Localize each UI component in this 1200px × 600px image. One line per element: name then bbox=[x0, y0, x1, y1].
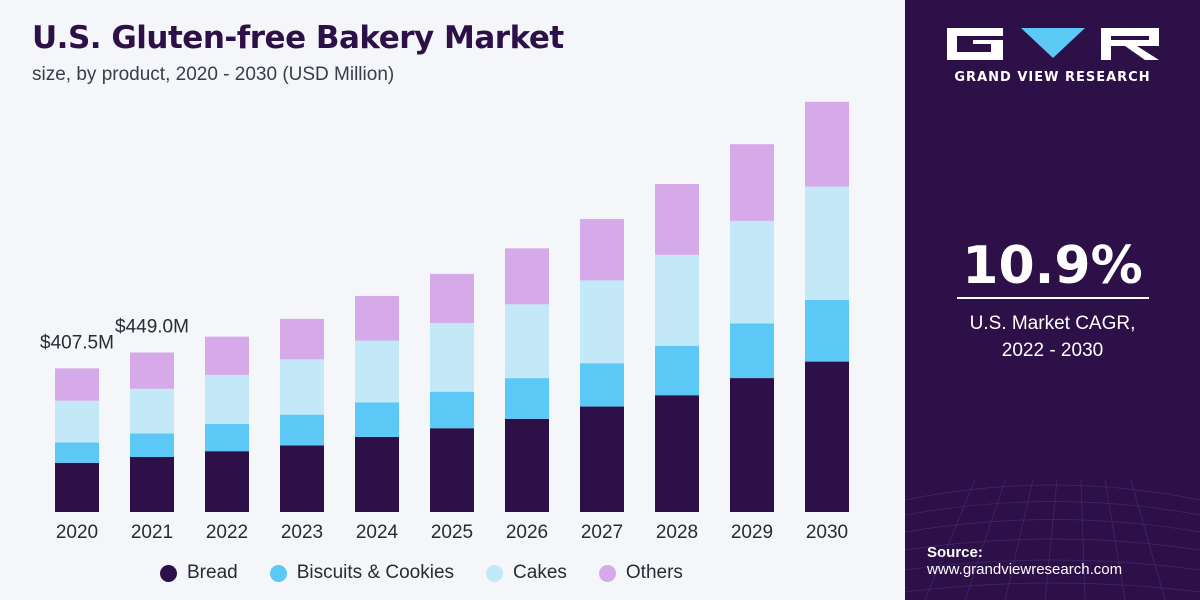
bar-segment-cakes-2030 bbox=[805, 186, 849, 300]
bar-segment-biscuits-cookies-2028 bbox=[655, 345, 699, 396]
source-note: Source: www.grandviewresearch.com bbox=[927, 544, 1122, 578]
bar-segment-cakes-2021 bbox=[130, 388, 174, 434]
cagr-value: 10.9% bbox=[962, 236, 1143, 296]
bar-segment-others-2029 bbox=[730, 144, 774, 221]
legend-swatch-cakes bbox=[486, 564, 504, 582]
bar-segment-biscuits-cookies-2025 bbox=[430, 391, 474, 429]
bar-segment-bread-2030 bbox=[805, 361, 849, 512]
cagr-divider bbox=[957, 297, 1149, 299]
bar-segment-bread-2025 bbox=[430, 428, 474, 512]
cagr-label: U.S. Market CAGR, 2022 - 2030 bbox=[905, 310, 1200, 364]
bar-segment-bread-2022 bbox=[205, 451, 249, 512]
bar-segment-others-2023 bbox=[280, 318, 324, 360]
bar-segment-bread-2023 bbox=[280, 445, 324, 512]
bar-segment-others-2027 bbox=[580, 218, 624, 281]
legend-item-bread: Bread bbox=[160, 562, 238, 584]
bar-segment-others-2021 bbox=[130, 352, 174, 389]
cagr-label-line1: U.S. Market CAGR, bbox=[969, 313, 1136, 334]
bar-segment-cakes-2023 bbox=[280, 359, 324, 415]
bar-segment-bread-2026 bbox=[505, 418, 549, 512]
legend-swatch-bread bbox=[160, 564, 177, 582]
data-label-2020: $407.5M bbox=[40, 332, 114, 353]
stacked-bar-chart: 2020 2021 2022 2023 2024 2025 2026 2027 2028 2029… bbox=[40, 101, 849, 543]
bar-segment-biscuits-cookies-2026 bbox=[505, 378, 549, 419]
bar-segment-cakes-2029 bbox=[730, 220, 774, 324]
x-tick-label-2029: 2029 bbox=[731, 522, 773, 543]
bar-segment-bread-2027 bbox=[580, 406, 624, 512]
x-tick-label-2020: 2020 bbox=[56, 522, 98, 543]
bar-segment-others-2028 bbox=[655, 183, 699, 255]
x-tick-label-2027: 2027 bbox=[581, 522, 623, 543]
bar-segment-biscuits-cookies-2020 bbox=[55, 442, 99, 463]
chart-subtitle: size, by product, 2020 - 2030 (USD Milli… bbox=[32, 64, 395, 85]
bar-segment-others-2025 bbox=[430, 273, 474, 324]
bar-segment-biscuits-cookies-2029 bbox=[730, 323, 774, 379]
legend-swatch-others bbox=[598, 564, 616, 582]
source-label: Source: bbox=[927, 544, 983, 561]
bar-segment-bread-2029 bbox=[730, 378, 774, 512]
legend-swatch-biscuits-cookies bbox=[269, 564, 287, 582]
wireframe-grid-background bbox=[905, 479, 1200, 600]
x-tick-label-2022: 2022 bbox=[206, 522, 248, 543]
bar-segment-bread-2021 bbox=[130, 457, 174, 512]
legend-item-cakes: Cakes bbox=[486, 562, 567, 584]
bar-segment-bread-2028 bbox=[655, 395, 699, 512]
bar-segment-biscuits-cookies-2021 bbox=[130, 433, 174, 458]
bar-segment-biscuits-cookies-2024 bbox=[355, 402, 399, 437]
chart-panel: U.S. Gluten-free Bakery Market size, by … bbox=[32, 20, 849, 584]
bar-segment-others-2020 bbox=[55, 368, 99, 401]
x-tick-label-2021: 2021 bbox=[131, 522, 173, 543]
bar-segment-bread-2020 bbox=[55, 462, 99, 512]
bar-segment-cakes-2024 bbox=[355, 340, 399, 403]
cagr-label-line2: 2022 - 2030 bbox=[1001, 340, 1104, 361]
bar-segment-others-2022 bbox=[205, 336, 249, 375]
legend-item-biscuits-cookies: Biscuits & Cookies bbox=[269, 562, 455, 584]
source-url[interactable]: www.grandviewresearch.com bbox=[927, 561, 1123, 578]
bar-segment-others-2026 bbox=[505, 248, 549, 305]
legend-label-biscuits-cookies: Biscuits & Cookies bbox=[296, 562, 455, 583]
chart-title: U.S. Gluten-free Bakery Market bbox=[32, 20, 564, 56]
bar-segment-cakes-2022 bbox=[205, 374, 249, 425]
bar-segment-biscuits-cookies-2030 bbox=[805, 299, 849, 362]
cagr-panel: GRAND VIEW RESEARCH 10.9% U.S. Market CA… bbox=[905, 0, 1200, 600]
chart-legend: Bread Biscuits & Cookies Cakes Others bbox=[160, 562, 715, 584]
x-tick-label-2025: 2025 bbox=[431, 522, 473, 543]
bar-segment-others-2024 bbox=[355, 295, 399, 341]
bar-segment-biscuits-cookies-2027 bbox=[580, 363, 624, 407]
x-tick-label-2026: 2026 bbox=[506, 522, 548, 543]
legend-item-others: Others bbox=[598, 562, 683, 584]
legend-label-cakes: Cakes bbox=[513, 562, 567, 583]
bar-segment-cakes-2026 bbox=[505, 304, 549, 379]
bar-segment-cakes-2020 bbox=[55, 400, 99, 443]
bar-segment-biscuits-cookies-2023 bbox=[280, 414, 324, 446]
data-label-2021: $449.0M bbox=[115, 317, 189, 338]
bar-segment-cakes-2028 bbox=[655, 254, 699, 346]
brand-name: GRAND VIEW RESEARCH bbox=[954, 70, 1151, 85]
legend-label-bread: Bread bbox=[187, 562, 238, 583]
bar-segment-cakes-2027 bbox=[580, 280, 624, 364]
x-tick-label-2028: 2028 bbox=[656, 522, 698, 543]
grand-view-research-logo bbox=[947, 28, 1159, 60]
x-tick-label-2030: 2030 bbox=[806, 522, 848, 543]
bar-segment-bread-2024 bbox=[355, 436, 399, 512]
legend-label-others: Others bbox=[625, 562, 683, 583]
bar-segment-cakes-2025 bbox=[430, 323, 474, 392]
x-tick-label-2024: 2024 bbox=[356, 522, 399, 543]
bar-segment-biscuits-cookies-2022 bbox=[205, 424, 249, 452]
bar-segment-others-2030 bbox=[805, 101, 849, 187]
x-tick-label-2023: 2023 bbox=[281, 522, 323, 543]
